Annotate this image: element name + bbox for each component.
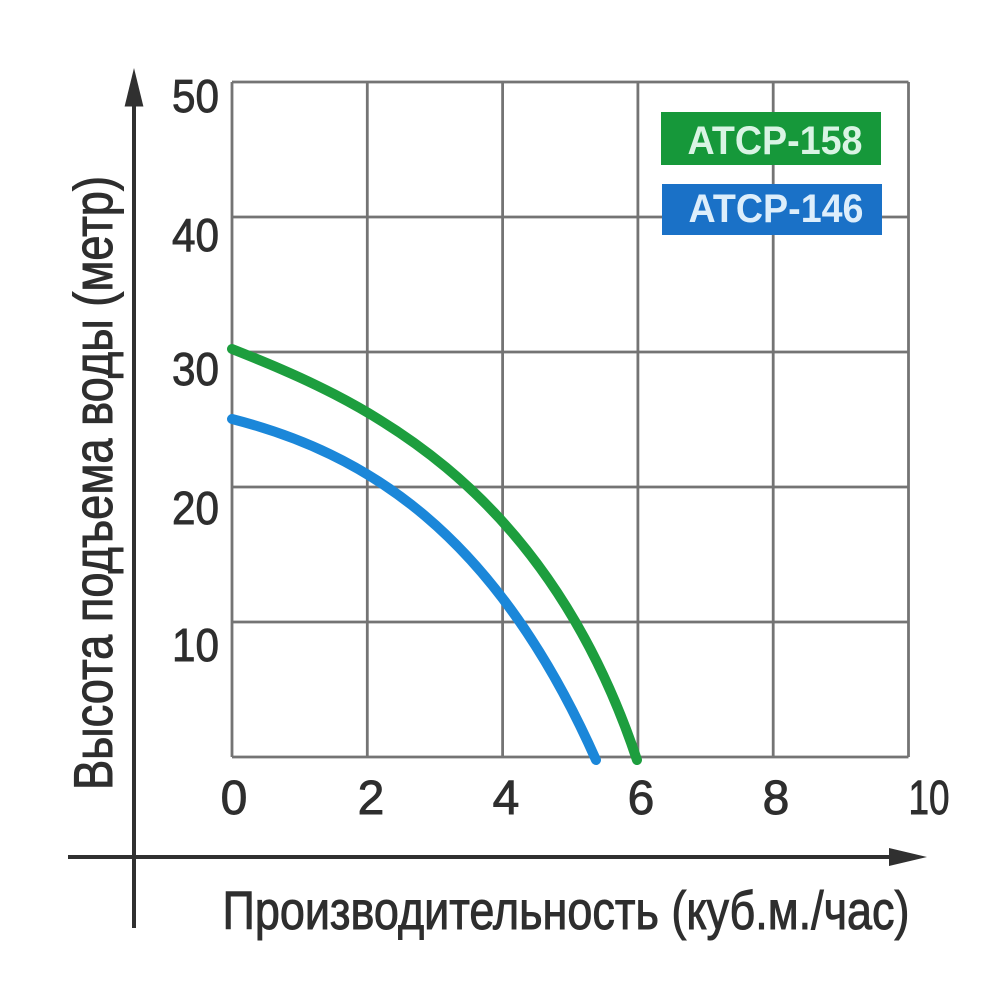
svg-text:8: 8	[763, 772, 790, 825]
svg-text:Высота подъема воды (метр): Высота подъема воды (метр)	[62, 176, 124, 790]
svg-text:6: 6	[628, 772, 655, 825]
svg-text:40: 40	[172, 209, 219, 261]
svg-text:30: 30	[172, 343, 219, 395]
svg-text:4: 4	[493, 772, 520, 825]
svg-text:Производительность (куб.м./час: Производительность (куб.м./час)	[223, 881, 910, 941]
svg-text:20: 20	[172, 482, 219, 534]
svg-text:50: 50	[172, 70, 219, 122]
svg-text:10: 10	[909, 772, 950, 825]
svg-text:10: 10	[172, 619, 219, 671]
svg-text:ATCP-146: ATCP-146	[689, 187, 864, 231]
svg-text:0: 0	[221, 772, 248, 825]
svg-text:ATCP-158: ATCP-158	[688, 119, 863, 163]
svg-text:2: 2	[358, 772, 385, 825]
